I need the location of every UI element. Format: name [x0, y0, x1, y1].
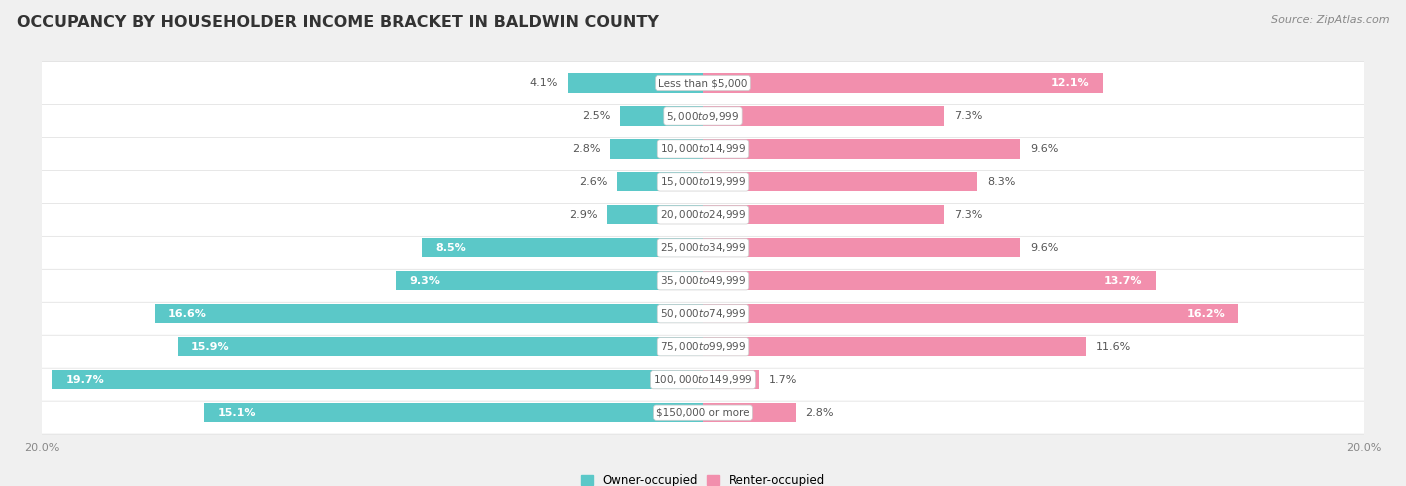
- Bar: [703, 139, 1021, 158]
- Text: $35,000 to $49,999: $35,000 to $49,999: [659, 274, 747, 287]
- Bar: [703, 304, 1239, 323]
- Text: 2.5%: 2.5%: [582, 111, 610, 121]
- FancyBboxPatch shape: [37, 160, 1369, 203]
- Text: $25,000 to $34,999: $25,000 to $34,999: [659, 242, 747, 254]
- Bar: [607, 206, 703, 225]
- Bar: [617, 173, 703, 191]
- Text: $15,000 to $19,999: $15,000 to $19,999: [659, 175, 747, 189]
- Bar: [177, 337, 703, 356]
- FancyBboxPatch shape: [37, 62, 1369, 104]
- Text: Less than $5,000: Less than $5,000: [658, 78, 748, 88]
- Bar: [703, 73, 1102, 93]
- Bar: [395, 271, 703, 290]
- Text: $5,000 to $9,999: $5,000 to $9,999: [666, 109, 740, 122]
- Text: $10,000 to $14,999: $10,000 to $14,999: [659, 142, 747, 156]
- Text: 8.5%: 8.5%: [436, 243, 467, 253]
- Text: $75,000 to $99,999: $75,000 to $99,999: [659, 340, 747, 353]
- Text: $50,000 to $74,999: $50,000 to $74,999: [659, 307, 747, 320]
- FancyBboxPatch shape: [37, 127, 1369, 171]
- Legend: Owner-occupied, Renter-occupied: Owner-occupied, Renter-occupied: [576, 469, 830, 486]
- FancyBboxPatch shape: [37, 293, 1369, 335]
- Bar: [620, 106, 703, 125]
- Text: 2.8%: 2.8%: [572, 144, 600, 154]
- FancyBboxPatch shape: [37, 226, 1369, 269]
- Text: 13.7%: 13.7%: [1104, 276, 1143, 286]
- Text: 7.3%: 7.3%: [955, 111, 983, 121]
- Text: 9.3%: 9.3%: [409, 276, 440, 286]
- Text: 9.6%: 9.6%: [1031, 144, 1059, 154]
- FancyBboxPatch shape: [37, 358, 1369, 401]
- Text: OCCUPANCY BY HOUSEHOLDER INCOME BRACKET IN BALDWIN COUNTY: OCCUPANCY BY HOUSEHOLDER INCOME BRACKET …: [17, 15, 659, 30]
- Text: 2.8%: 2.8%: [806, 408, 834, 417]
- Text: 8.3%: 8.3%: [987, 177, 1015, 187]
- FancyBboxPatch shape: [37, 193, 1369, 236]
- Text: 19.7%: 19.7%: [65, 375, 104, 385]
- Bar: [703, 173, 977, 191]
- Text: 2.9%: 2.9%: [569, 210, 598, 220]
- Bar: [610, 139, 703, 158]
- Text: $20,000 to $24,999: $20,000 to $24,999: [659, 208, 747, 222]
- Text: 11.6%: 11.6%: [1097, 342, 1132, 352]
- Text: 15.1%: 15.1%: [218, 408, 256, 417]
- Text: Source: ZipAtlas.com: Source: ZipAtlas.com: [1271, 15, 1389, 25]
- FancyBboxPatch shape: [37, 391, 1369, 434]
- Bar: [422, 238, 703, 258]
- FancyBboxPatch shape: [37, 260, 1369, 302]
- Text: 4.1%: 4.1%: [529, 78, 558, 88]
- Text: 9.6%: 9.6%: [1031, 243, 1059, 253]
- Text: 12.1%: 12.1%: [1050, 78, 1090, 88]
- FancyBboxPatch shape: [37, 325, 1369, 368]
- Text: 1.7%: 1.7%: [769, 375, 797, 385]
- Bar: [703, 238, 1021, 258]
- Text: 16.6%: 16.6%: [167, 309, 207, 319]
- Text: $150,000 or more: $150,000 or more: [657, 408, 749, 417]
- Text: 16.2%: 16.2%: [1187, 309, 1225, 319]
- Text: 15.9%: 15.9%: [191, 342, 229, 352]
- Bar: [703, 337, 1087, 356]
- Bar: [703, 403, 796, 422]
- FancyBboxPatch shape: [37, 95, 1369, 138]
- Text: 7.3%: 7.3%: [955, 210, 983, 220]
- Bar: [703, 370, 759, 389]
- Bar: [155, 304, 703, 323]
- Bar: [703, 206, 945, 225]
- Bar: [204, 403, 703, 422]
- Bar: [703, 106, 945, 125]
- Bar: [52, 370, 703, 389]
- Bar: [703, 271, 1156, 290]
- Bar: [568, 73, 703, 93]
- Text: $100,000 to $149,999: $100,000 to $149,999: [654, 373, 752, 386]
- Text: 2.6%: 2.6%: [579, 177, 607, 187]
